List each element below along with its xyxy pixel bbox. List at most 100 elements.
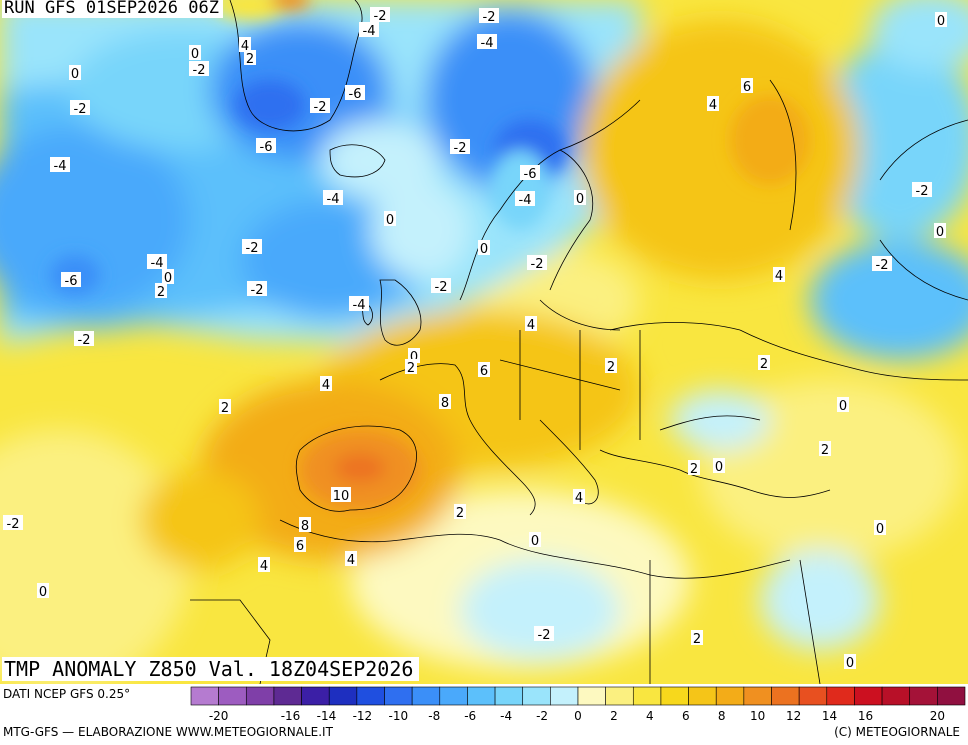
- contour-label: 4: [775, 269, 783, 284]
- contour-label-bg: [247, 281, 267, 296]
- contour-label: -6: [524, 167, 537, 182]
- scale-swatch: [467, 686, 496, 706]
- scale-swatch: [909, 686, 938, 706]
- contour-label-bg: [256, 138, 276, 153]
- contour-label: 4: [709, 98, 717, 113]
- data-source-label: DATI NCEP GFS 0.25°: [3, 687, 131, 701]
- scale-swatch: [356, 686, 385, 706]
- scale-tick-label: -4: [500, 709, 512, 723]
- contour-label-bg: [258, 557, 270, 572]
- contour-label-bg: [515, 191, 535, 206]
- scale-swatch: [245, 686, 275, 706]
- contour-label: -2: [876, 258, 889, 273]
- contour-label-bg: [320, 376, 332, 391]
- contour-label: 6: [480, 364, 488, 379]
- contour-label: 2: [690, 462, 698, 477]
- contour-label: 0: [410, 350, 418, 365]
- scale-tick-label: 20: [930, 709, 945, 723]
- contour-label: 4: [241, 39, 249, 54]
- contour-label-bg: [219, 399, 231, 414]
- credit-right: (C) METEOGIORNALE: [834, 725, 960, 739]
- scale-swatch: [328, 686, 358, 706]
- scale-tick-label: 12: [786, 709, 801, 723]
- contour-label-bg: [713, 458, 725, 473]
- scale-tick-label: -20: [209, 709, 229, 723]
- color-scale-bar: -20 -16 -14 -12 -10 -8 -6 -4 -2 0 2 4 6 8 10 12 14 16 20: [190, 686, 966, 723]
- contour-label: 2: [456, 506, 464, 521]
- scale-tick-label: -12: [353, 709, 373, 723]
- contour-label: -2: [538, 628, 551, 643]
- contour-label: 4: [322, 378, 330, 393]
- contour-label: 0: [846, 656, 854, 671]
- contour-label: 2: [221, 401, 229, 416]
- scale-swatch: [688, 686, 717, 706]
- scale-tick-label: -14: [317, 709, 337, 723]
- scale-swatch: [743, 686, 772, 706]
- scale-swatch: [937, 686, 966, 706]
- contour-label: -4: [363, 24, 376, 39]
- credit-left: MTG-GFS — ELABORAZIONE WWW.METEOGIORNALE…: [3, 725, 333, 739]
- scale-swatch: [190, 686, 219, 706]
- contour-label-bg: [688, 460, 700, 475]
- contour-label-bg: [691, 630, 703, 645]
- contour-label-bg: [37, 583, 49, 598]
- scale-tick-label: 8: [718, 709, 726, 723]
- contour-label: -2: [78, 333, 91, 348]
- contour-label-bg: [741, 78, 753, 93]
- scale-swatch: [605, 686, 634, 706]
- contour-label: -2: [74, 102, 87, 117]
- contour-label: -4: [151, 256, 164, 271]
- contour-label: -2: [374, 9, 387, 24]
- contour-label-bg: [310, 98, 330, 113]
- scale-swatch: [550, 686, 579, 706]
- scale-tick-label: 2: [610, 709, 618, 723]
- scale-tick-label: -8: [428, 709, 440, 723]
- contour-label-bg: [819, 441, 831, 456]
- contour-label-bg: [605, 358, 617, 373]
- contour-label: 2: [607, 360, 615, 375]
- contour-label-bg: [70, 100, 90, 115]
- contour-label-bg: [74, 331, 94, 346]
- contour-label-bg: [359, 22, 379, 37]
- contour-label-bg: [162, 269, 174, 284]
- contour-label: -4: [54, 159, 67, 174]
- scale-swatch: [826, 686, 855, 706]
- contour-label: 2: [246, 52, 254, 67]
- contour-label-bg: [50, 157, 70, 172]
- scale-swatch: [411, 686, 441, 706]
- contour-label: -2: [531, 257, 544, 272]
- contour-label: 0: [71, 67, 79, 82]
- scale-tick-label: 0: [574, 709, 582, 723]
- contour-label: 0: [576, 192, 584, 207]
- contour-label-bg: [758, 355, 770, 370]
- contour-label-bg: [872, 256, 892, 271]
- contour-label-bg: [478, 240, 490, 255]
- scale-tick-label: -2: [536, 709, 548, 723]
- contour-label-bg: [844, 654, 856, 669]
- scale-swatch: [494, 686, 524, 706]
- scale-swatch: [577, 686, 606, 706]
- scale-tick-label: 6: [682, 709, 690, 723]
- contour-label: 10: [333, 489, 350, 504]
- contour-label-bg: [431, 278, 451, 293]
- contour-label-bg: [189, 61, 209, 76]
- contour-label-bg: [574, 190, 586, 205]
- contour-label-bg: [405, 359, 417, 374]
- contour-label-bg: [520, 165, 540, 180]
- scale-tick-label: 14: [822, 709, 837, 723]
- contour-label: -6: [349, 87, 362, 102]
- contour-label-bg: [370, 7, 390, 22]
- contour-label-bg: [477, 34, 497, 49]
- contour-label: 0: [480, 242, 488, 257]
- contour-label: 0: [386, 213, 394, 228]
- contour-label: 2: [157, 285, 165, 300]
- contour-label: 2: [693, 632, 701, 647]
- contour-label: -2: [193, 63, 206, 78]
- contour-label: 0: [531, 534, 539, 549]
- scale-swatch: [522, 686, 551, 706]
- contour-label: 0: [876, 522, 884, 537]
- scale-tick-label: 16: [858, 709, 873, 723]
- contour-label: 0: [937, 14, 945, 29]
- contour-label: -2: [314, 100, 327, 115]
